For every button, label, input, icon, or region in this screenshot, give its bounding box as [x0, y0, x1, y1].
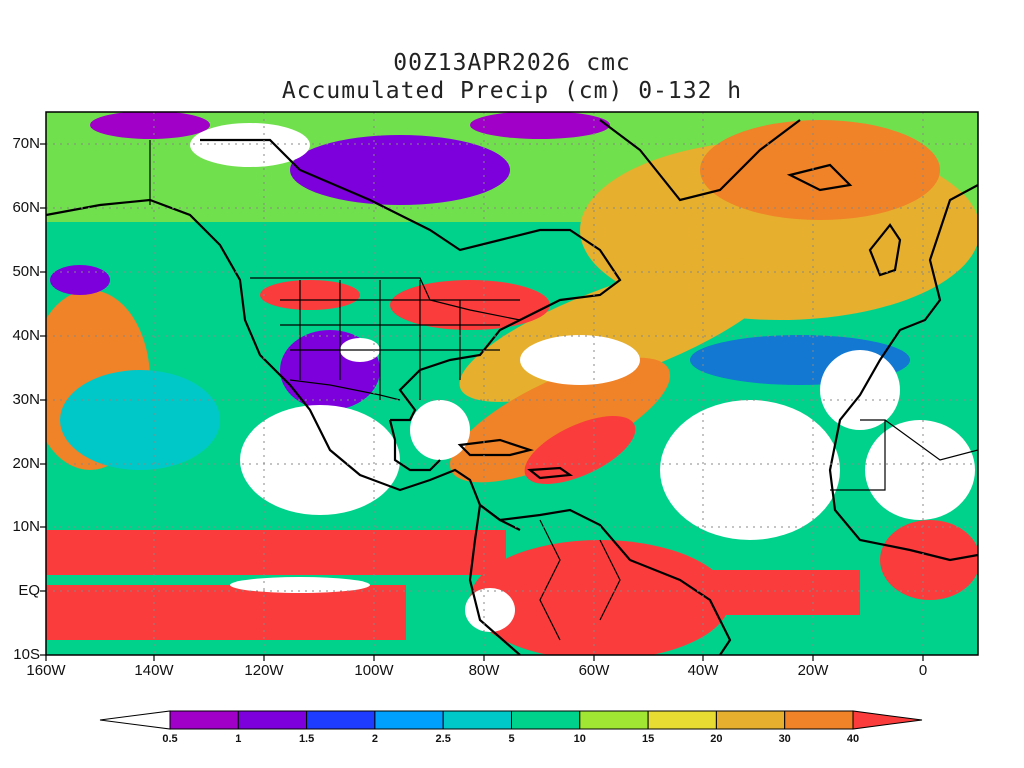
borders [149, 140, 978, 641]
lat-label-30n: 30N [12, 391, 40, 408]
lon-label-100w: 100W [354, 662, 394, 679]
axis-ticks [40, 143, 924, 661]
lat-label-40n: 40N [12, 327, 40, 344]
lon-label-160w: 160W [26, 662, 66, 679]
colorbar-swatch [784, 710, 854, 730]
coastlines [46, 119, 978, 655]
lon-label-60w: 60W [578, 662, 610, 679]
colorbar-level-label: 30 [778, 733, 791, 745]
colorbar-level-label: 2 [371, 733, 378, 745]
colorbar-swatch [306, 710, 376, 730]
colorbar-swatch [511, 710, 581, 730]
colorbar-level-label: 20 [710, 733, 723, 745]
lon-label-140w: 140W [134, 662, 174, 679]
map-title-line2: Accumulated Precip (cm) 0-132 h [281, 78, 743, 104]
colorbar-swatch [647, 710, 717, 730]
colorbar-level-label: 1.5 [298, 733, 315, 745]
colorbar-swatch [579, 710, 649, 730]
colorbar-swatch [169, 710, 239, 730]
colorbar-level-label: 1 [235, 733, 242, 745]
colorbar-swatch-highest [852, 710, 923, 730]
lon-label-40w: 40W [687, 662, 719, 679]
lat-label-60n: 60N [12, 199, 40, 216]
lon-label-120w: 120W [244, 662, 284, 679]
colorbar-level-label: 5 [508, 733, 515, 745]
colorbar-level-label: 10 [573, 733, 586, 745]
lon-label-20w: 20W [797, 662, 829, 679]
colorbar-level-label: 2.5 [435, 733, 451, 745]
colorbar-swatch [237, 710, 308, 730]
colorbar-swatch-lowest [99, 710, 171, 730]
lat-label-20n: 20N [12, 455, 40, 472]
colorbar [99, 710, 923, 730]
colorbar-level-label: 0.5 [162, 733, 178, 745]
lat-label-50n: 50N [12, 263, 40, 280]
lon-label-0: 0 [918, 662, 928, 679]
graticule [46, 112, 978, 655]
colorbar-level-label: 40 [846, 733, 860, 745]
lat-label-10n: 10N [12, 518, 40, 535]
lat-label-70n: 70N [12, 135, 40, 152]
lat-label-10s: 10S [13, 646, 40, 663]
colorbar-swatch [715, 710, 786, 730]
map-title-line1: 00Z13APR2026 cmc [393, 50, 631, 76]
colorbar-swatch [442, 710, 513, 730]
lon-label-80w: 80W [468, 662, 500, 679]
colorbar-swatch [374, 710, 444, 730]
lat-label-eq: EQ [18, 582, 40, 599]
precip-field [46, 112, 978, 655]
map-frame [45, 111, 979, 656]
colorbar-level-label: 15 [641, 733, 655, 745]
